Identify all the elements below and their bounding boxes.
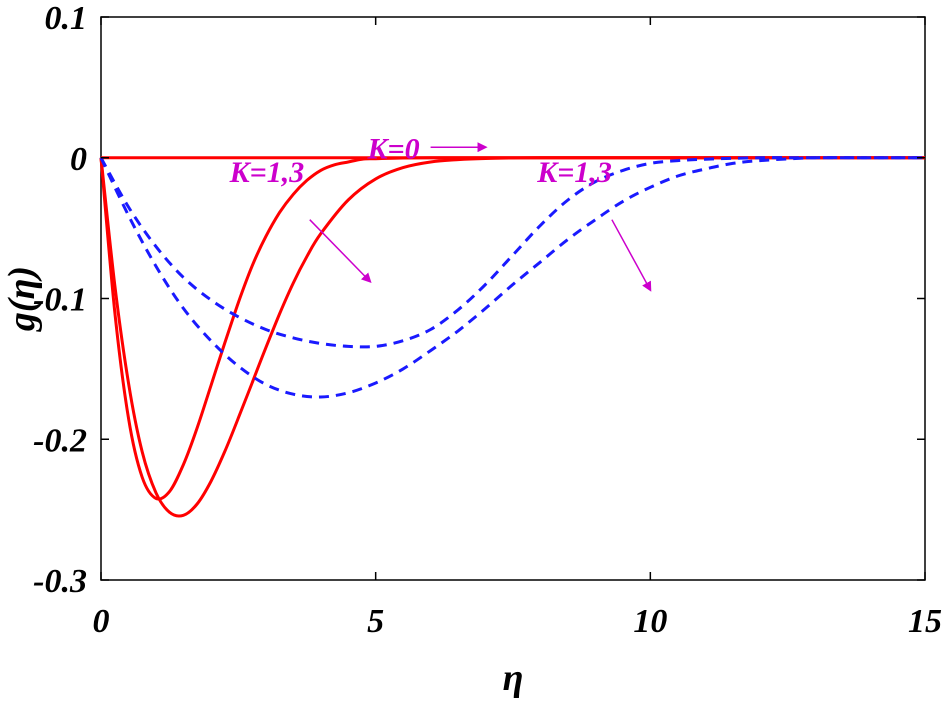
y-tick-label: -0.3 [33,563,87,600]
x-tick-label: 5 [367,603,384,640]
annotation-label: K=0 [367,133,420,166]
y-tick-label: -0.2 [33,422,87,459]
ticks-layer: 0 5 10 15 0.1 0 -0.1 -0.2 -0.3 [33,0,942,640]
plot-frame [100,16,926,581]
y-tick-label: 0 [70,141,87,178]
y-tick-label: -0.1 [33,282,87,319]
x-axis-label: η [503,657,524,699]
annotation-arrow [309,219,372,284]
plot-area-border [100,16,926,581]
series-layer [99,156,925,518]
x-tick-label: 15 [908,603,942,640]
y-tick-label: 0.1 [45,0,88,37]
annotation-arrow [611,219,652,292]
annotation-layer: K=0 K=1,3 K=1,3 [229,133,652,292]
annotation-label: K=1,3 [229,156,305,189]
x-tick-label: 0 [93,603,110,640]
series-line-4 [99,156,925,349]
series-line-5 [99,156,925,399]
y-axis-label: g(η) [1,266,43,332]
x-tick-label: 10 [633,603,667,640]
annotation-label: K=1,3 [536,156,612,189]
series-line-2 [99,156,925,501]
series-line-3 [99,156,925,518]
